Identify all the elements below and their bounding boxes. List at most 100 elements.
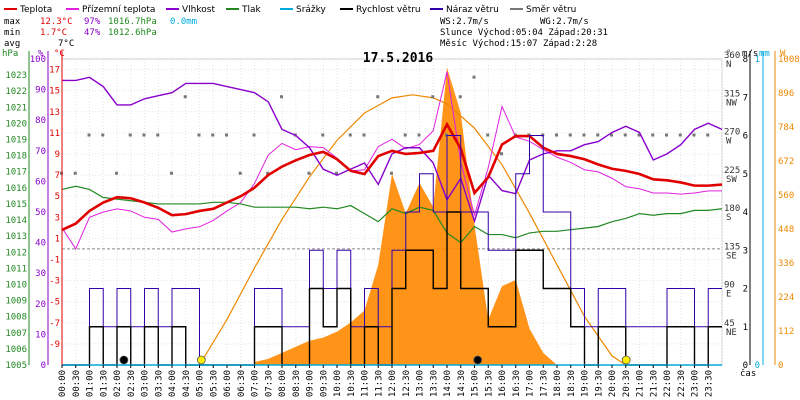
stat-min-hum: 47% — [84, 28, 101, 38]
hpa-tick-label: 1008 — [5, 313, 27, 323]
wind-direction-point — [623, 133, 627, 137]
moonrise-marker — [473, 355, 483, 365]
wind-direction-point — [280, 95, 283, 99]
wm2-tick-label: 112 — [778, 327, 794, 337]
hpa-tick-label: 1005 — [5, 361, 27, 371]
stat-max-hum: 97% — [84, 17, 101, 27]
wind-direction-point — [101, 133, 105, 137]
x-tick-label: 16:00 — [498, 370, 508, 397]
x-axis-label: čas — [740, 368, 756, 379]
hpa-tick-label: 1021 — [5, 103, 27, 113]
clear-sky-curve — [198, 94, 627, 366]
mm-axis-label: mm — [759, 49, 770, 59]
x-tick-label: 19:00 — [581, 370, 591, 397]
hpa-tick-label: 1015 — [5, 200, 27, 210]
x-tick-label: 05:00 — [196, 370, 206, 397]
temperature-line — [61, 121, 723, 232]
wind-direction-point — [458, 95, 462, 99]
stat-wind-gust: WG:2.7m/s — [540, 17, 589, 27]
legend-label: Rychlost větru — [356, 5, 421, 15]
wm2-tick-label: 448 — [778, 225, 794, 235]
ground-temperature-line — [61, 71, 722, 250]
wind-direction-point — [197, 133, 201, 137]
legend-label: Náraz větru — [446, 5, 499, 15]
hpa-tick-label: 1016 — [5, 184, 27, 194]
wind-direction-point — [335, 171, 338, 175]
x-tick-label: 06:30 — [237, 370, 247, 397]
x-tick-label: 07:00 — [251, 370, 261, 397]
hpa-tick-label: 1020 — [5, 119, 27, 129]
x-tick-label: 02:00 — [113, 370, 123, 397]
chart-title: 17.5.2016 — [363, 51, 434, 66]
ms-tick-label: 4 — [743, 208, 748, 218]
x-tick-label: 03:00 — [141, 370, 151, 397]
pct-tick-label: 40 — [35, 239, 46, 249]
hpa-tick-label: 1023 — [5, 71, 27, 81]
wind-direction-point — [307, 171, 311, 175]
x-tick-label: 14:00 — [443, 370, 453, 397]
wm2-tick-label: 0 — [778, 361, 783, 371]
deg-tick-value: 90 — [724, 281, 735, 291]
deg-tick-dir: SE — [726, 251, 737, 261]
celsius-tick-label: -1 — [49, 255, 60, 265]
wind-direction-point — [348, 133, 352, 137]
legend-label: Přízemní teplota — [82, 5, 155, 15]
legend-label: Tlak — [241, 5, 262, 15]
mm-tick-label: 0 — [755, 361, 760, 371]
ms-tick-label: 2 — [743, 285, 748, 295]
wind-direction-point — [170, 171, 173, 175]
axes-layer: 00:00 00:30 01:00 01:30 02:00 02:30 03:00 03:30… — [2, 49, 800, 397]
deg-tick-value: 315 — [724, 89, 740, 99]
hpa-tick-label: 1022 — [5, 87, 27, 97]
x-tick-label: 11:00 — [361, 370, 371, 397]
x-tick-label: 11:30 — [374, 370, 384, 397]
ms-axis-label: m/s — [742, 49, 758, 59]
x-tick-label: 15:30 — [484, 370, 494, 397]
hpa-tick-label: 1012 — [5, 248, 27, 258]
hpa-axis-label: hPa — [2, 49, 18, 59]
ms-tick-label: 0 — [743, 361, 748, 371]
celsius-tick-label: -7 — [49, 319, 60, 329]
pressure-line — [61, 185, 723, 244]
wind-direction-point — [555, 133, 558, 137]
wind-direction-point — [706, 133, 710, 137]
x-tick-label: 16:30 — [512, 370, 522, 397]
x-tick-label: 20:30 — [622, 370, 632, 397]
celsius-tick-label: 11 — [49, 129, 60, 139]
wind-direction-point — [142, 133, 146, 137]
pct-tick-label: 80 — [35, 116, 46, 126]
hpa-tick-label: 1019 — [5, 136, 27, 146]
x-tick-label: 04:30 — [182, 370, 192, 397]
wind-direction-point — [73, 171, 77, 175]
x-tick-label: 13:00 — [416, 370, 426, 397]
celsius-tick-label: 1 — [55, 234, 60, 244]
wind-direction-point — [156, 133, 160, 137]
stat-min-press: 1012.6hPa — [108, 28, 157, 38]
celsius-tick-label: 3 — [55, 213, 60, 223]
stat-max-label: max — [4, 17, 21, 27]
x-tick-label: 08:30 — [292, 370, 302, 397]
x-tick-label: 18:00 — [553, 370, 563, 397]
celsius-tick-label: -5 — [49, 298, 60, 308]
wind-direction-point — [678, 133, 682, 137]
deg-tick-value: 270 — [724, 128, 740, 138]
stat-max-temp: 12.3°C — [40, 17, 73, 27]
stat-avg-temp: 7°C — [58, 39, 74, 49]
wind-direction-point — [115, 171, 118, 175]
wind-direction-point — [128, 133, 132, 137]
legend-label: Srážky — [296, 5, 327, 15]
deg-tick-value: 135 — [724, 242, 740, 252]
celsius-tick-label: 9 — [55, 150, 60, 160]
deg-tick-value: 360 — [724, 51, 740, 61]
wind-direction-point — [431, 95, 435, 99]
x-tick-label: 23:00 — [691, 370, 701, 397]
hpa-tick-label: 1017 — [5, 168, 27, 178]
x-tick-label: 01:00 — [86, 370, 96, 397]
wind-direction-point — [252, 133, 256, 137]
celsius-tick-label: 17 — [49, 66, 60, 76]
x-tick-label: 09:30 — [319, 370, 329, 397]
wind-direction-point — [87, 133, 91, 137]
wind-direction-point — [211, 133, 215, 137]
pct-tick-label: 70 — [35, 147, 46, 157]
